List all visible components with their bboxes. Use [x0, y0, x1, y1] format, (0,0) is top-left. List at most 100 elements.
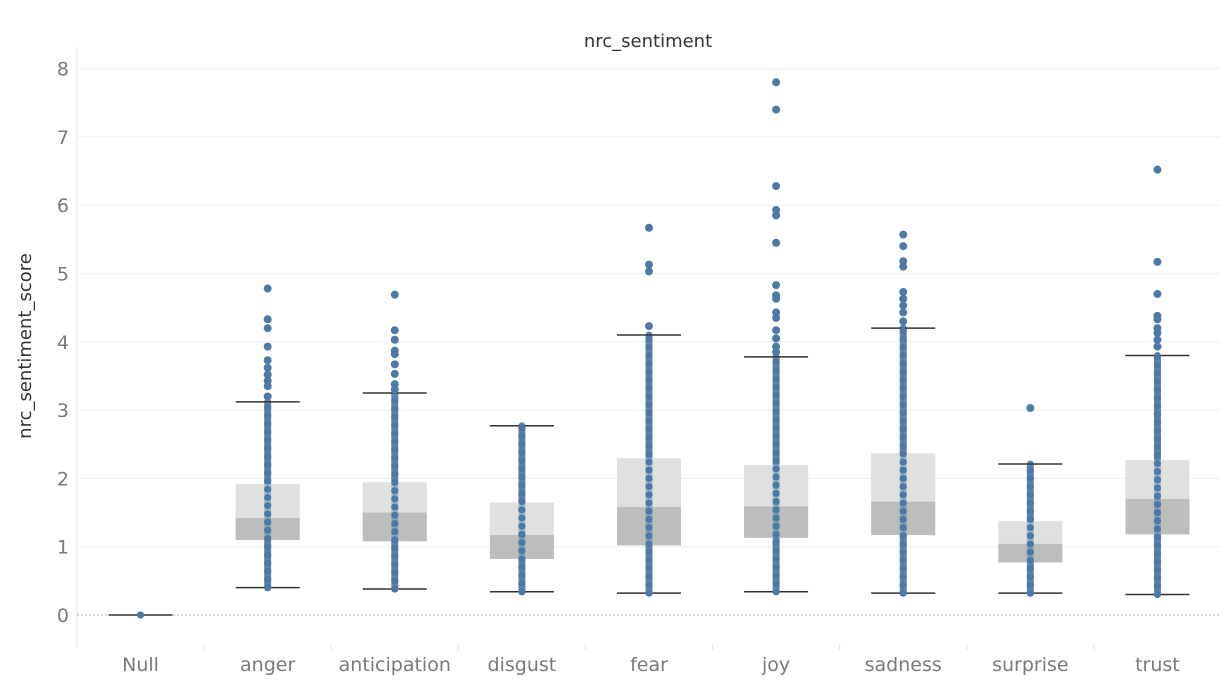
data-point: [1153, 426, 1162, 435]
data-point: [645, 523, 653, 532]
box-group: [1125, 165, 1190, 599]
data-point: [899, 433, 907, 442]
data-point: [645, 376, 653, 384]
data-point: [391, 569, 399, 577]
data-point: [645, 491, 653, 499]
data-point: [772, 358, 780, 366]
box-lower-overlay: [489, 535, 554, 559]
data-point: [899, 573, 907, 581]
data-point: [264, 493, 272, 502]
data-point: [1153, 394, 1162, 402]
data-point: [645, 433, 653, 442]
data-point: [1153, 566, 1162, 574]
outlier-point: [390, 369, 399, 378]
outlier-point: [263, 342, 272, 351]
outlier-point: [1153, 342, 1162, 351]
data-point: [1153, 574, 1162, 582]
data-point: [518, 563, 526, 571]
outlier-point: [899, 257, 908, 266]
outlier-point: [645, 322, 653, 331]
y-tick-label: 2: [57, 468, 69, 490]
data-point: [645, 482, 653, 491]
data-point: [391, 396, 399, 405]
data-point: [1153, 476, 1162, 484]
outlier-point: [1153, 289, 1162, 298]
y-tick-label: 8: [57, 59, 69, 81]
data-point: [645, 450, 653, 458]
data-point: [772, 563, 780, 571]
data-point: [391, 462, 399, 470]
data-point: [1026, 474, 1034, 482]
box-group: [744, 78, 809, 596]
data-point: [645, 368, 653, 376]
data-point: [391, 487, 399, 495]
x-tick-label: fear: [630, 654, 668, 676]
data-point: [899, 589, 907, 597]
data-point: [1026, 466, 1034, 474]
x-tick-label: disgust: [488, 654, 557, 676]
data-point: [772, 539, 780, 547]
outlier-point: [772, 281, 781, 290]
data-point: [772, 465, 780, 473]
data-point: [264, 452, 272, 461]
data-point: [1153, 541, 1162, 549]
outlier-point: [263, 363, 272, 372]
y-tick-label: 0: [57, 605, 69, 627]
data-point: [518, 547, 526, 555]
outlier-point: [1153, 165, 1162, 174]
data-point: [518, 432, 526, 440]
data-point: [264, 477, 272, 485]
data-point: [264, 551, 272, 559]
data-point: [645, 556, 653, 564]
outlier-point: [1153, 324, 1162, 333]
data-point: [1153, 558, 1162, 566]
data-point: [899, 360, 907, 368]
data-point: [518, 489, 526, 498]
data-point: [645, 409, 653, 417]
data-point: [645, 589, 653, 597]
data-point: [772, 375, 780, 383]
x-tick-label: Null: [122, 654, 159, 676]
data-point: [1153, 549, 1162, 558]
data-point: [1026, 564, 1034, 573]
data-point: [1153, 353, 1162, 361]
data-point: [264, 543, 272, 551]
data-point: [391, 585, 399, 593]
data-point: [772, 416, 780, 424]
y-tick-label: 1: [57, 537, 69, 559]
box-group: [617, 223, 681, 597]
data-point: [899, 540, 907, 548]
data-point: [391, 544, 399, 552]
data-point: [899, 442, 907, 450]
data-point: [645, 442, 653, 450]
data-point: [645, 507, 653, 515]
outlier-point: [772, 342, 781, 351]
data-point: [1026, 589, 1034, 597]
data-point: [1026, 523, 1034, 532]
data-point: [391, 478, 399, 487]
data-point: [645, 474, 653, 482]
data-point: [1026, 581, 1034, 589]
data-point: [1026, 507, 1034, 515]
data-point: [899, 384, 907, 392]
data-point: [1026, 491, 1034, 499]
data-point: [518, 579, 526, 588]
data-point: [772, 514, 780, 522]
data-point: [645, 564, 653, 573]
data-point: [645, 466, 653, 474]
boxes: [108, 78, 1190, 619]
data-point: [899, 499, 907, 507]
data-point: [645, 515, 653, 523]
outlier-point: [390, 346, 399, 355]
data-point: [1026, 532, 1034, 540]
data-point: [391, 536, 399, 544]
data-point: [772, 432, 780, 440]
data-point: [899, 425, 907, 433]
outlier-point: [390, 380, 399, 389]
data-point: [264, 584, 272, 592]
data-point: [772, 424, 780, 432]
data-point: [645, 360, 653, 368]
data-point: [1153, 590, 1162, 599]
box-group: [489, 422, 554, 596]
